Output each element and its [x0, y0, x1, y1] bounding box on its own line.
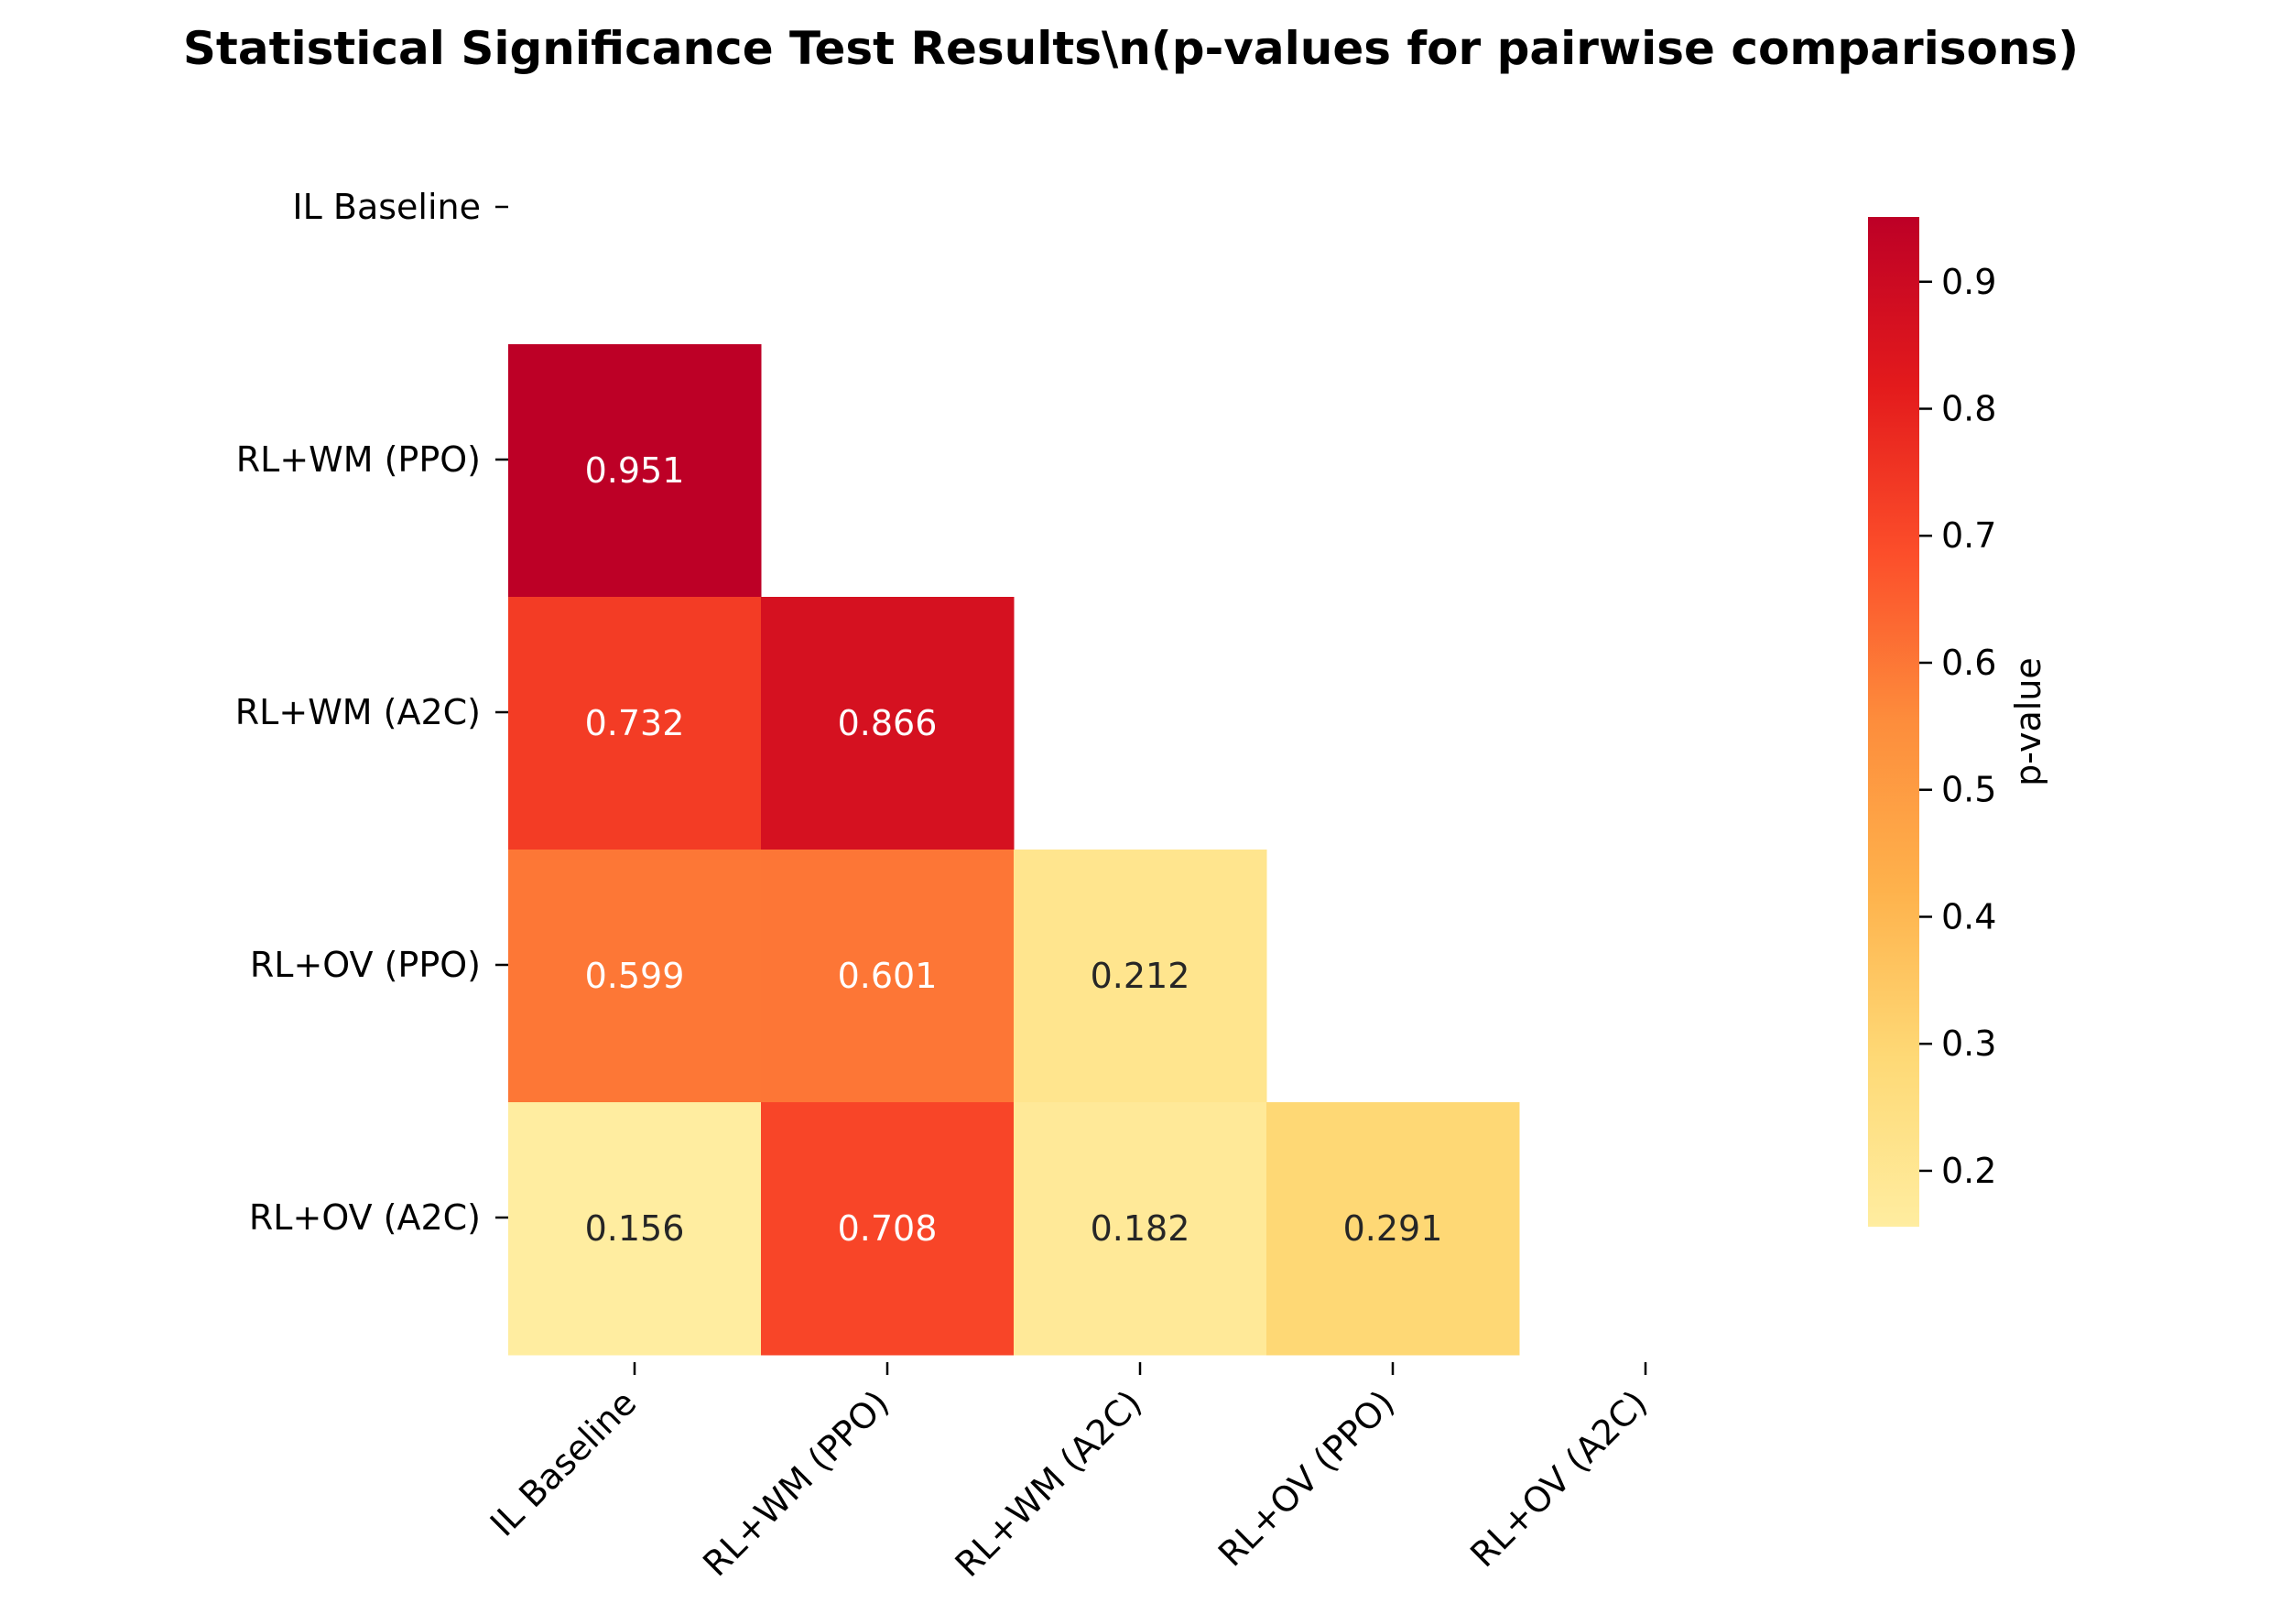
heatmap-cell — [508, 1102, 762, 1356]
colorbar-tick-label: 0.3 — [1941, 1023, 1996, 1064]
colorbar-label: p-value — [2008, 657, 2048, 786]
y-tick-label: RL+OV (PPO) — [250, 945, 481, 985]
heatmap-cell — [508, 850, 762, 1103]
colorbar-gradient — [1868, 217, 1919, 1227]
heatmap-cell — [1014, 1102, 1267, 1356]
cell-value-label: 0.182 — [1091, 1208, 1190, 1249]
heatmap-cell — [1266, 1102, 1520, 1356]
heatmap-cells — [508, 344, 1520, 1356]
cell-value-label: 0.599 — [585, 956, 685, 996]
y-tick-label: RL+WM (A2C) — [235, 692, 481, 732]
heatmap-cell — [1014, 850, 1267, 1103]
cell-value-label: 0.212 — [1091, 956, 1190, 996]
colorbar-tick-label: 0.7 — [1941, 515, 1996, 556]
x-tick-label: IL Baseline — [483, 1382, 644, 1543]
colorbar-tick-label: 0.6 — [1941, 643, 1996, 683]
x-tick-label: RL+WM (PPO) — [695, 1382, 896, 1584]
chart-title: Statistical Significance Test Results\n(… — [183, 22, 2079, 75]
x-tick-label: RL+OV (PPO) — [1211, 1382, 1402, 1574]
colorbar-tick-label: 0.2 — [1941, 1151, 1996, 1191]
cell-value-label: 0.291 — [1343, 1208, 1443, 1249]
y-tick-label: IL Baseline — [292, 187, 481, 227]
colorbar-tick-label: 0.8 — [1941, 389, 1996, 429]
cell-value-label: 0.951 — [585, 450, 685, 491]
y-tick-label: RL+OV (A2C) — [249, 1197, 481, 1238]
y-axis: IL Baseline RL+WM (PPO) RL+WM (A2C) RL+OV (… — [235, 187, 508, 1238]
heatmap-cell — [508, 344, 762, 598]
heatmap-cell — [761, 850, 1015, 1103]
heatmap-cell-labels: 0.951 0.732 0.866 0.599 0.601 0.212 0.156 0.708… — [585, 450, 1443, 1249]
cell-value-label: 0.708 — [838, 1208, 938, 1249]
colorbar-tick-label: 0.5 — [1941, 770, 1996, 810]
colorbar-tick-label: 0.9 — [1941, 262, 1996, 302]
cell-value-label: 0.156 — [585, 1208, 685, 1249]
cell-value-label: 0.732 — [585, 703, 685, 743]
colorbar-tick-label: 0.4 — [1941, 896, 1996, 937]
cell-value-label: 0.601 — [838, 956, 938, 996]
heatmap-cell — [761, 1102, 1015, 1356]
heatmap-cell — [508, 597, 762, 850]
x-tick-label: RL+OV (A2C) — [1462, 1382, 1655, 1575]
y-tick-label: RL+WM (PPO) — [236, 439, 481, 480]
x-axis: IL Baseline RL+WM (PPO) RL+WM (A2C) RL+OV (… — [483, 1362, 1655, 1585]
colorbar: 0.2 0.3 0.4 0.5 0.6 0.7 0.8 0.9 p-value — [1868, 217, 2048, 1227]
x-tick-label: RL+WM (A2C) — [948, 1382, 1150, 1585]
cell-value-label: 0.866 — [838, 703, 938, 743]
heatmap-cell — [761, 597, 1015, 850]
